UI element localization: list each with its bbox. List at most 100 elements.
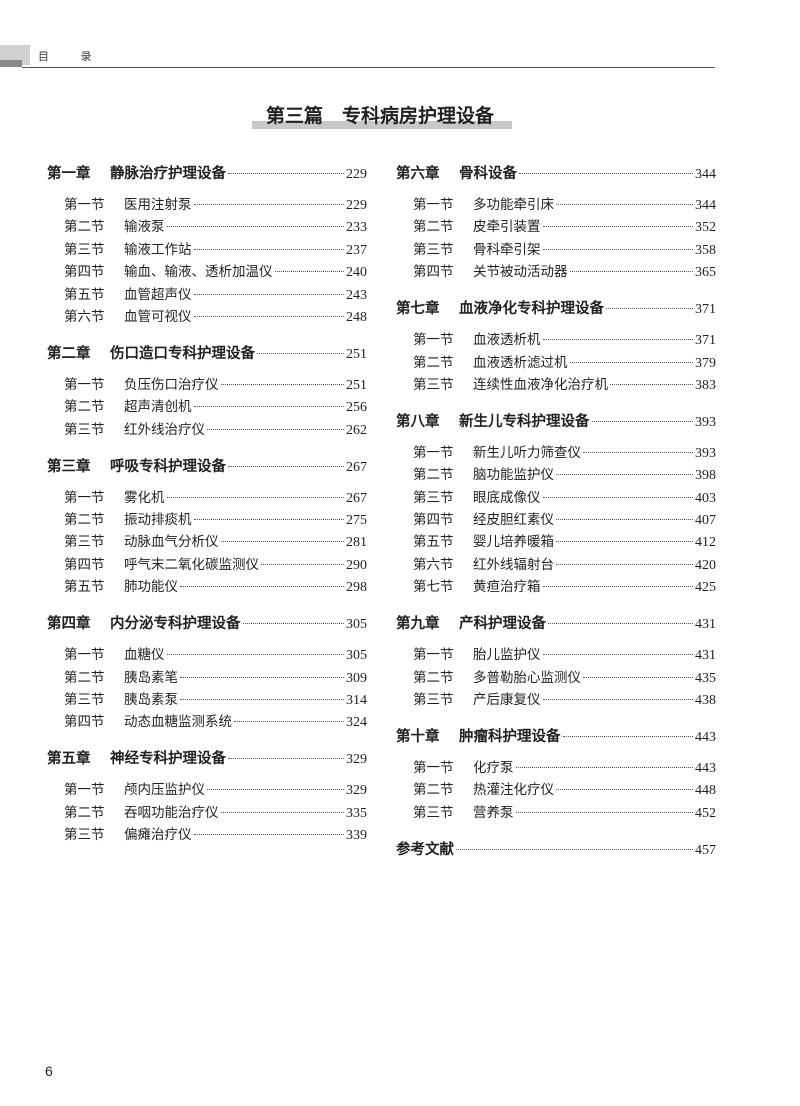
section-entry[interactable]: 第二节 吞咽功能治疗仪 335 (47, 802, 367, 824)
chapter-entry[interactable]: 第五章 神经专科护理设备 329 (47, 748, 367, 770)
section-entry[interactable]: 第二节 皮牵引装置 352 (396, 216, 716, 238)
entry-page: 256 (346, 400, 367, 416)
dot-leader (193, 203, 344, 205)
section-entry[interactable]: 第七节 黄疸治疗箱 425 (396, 576, 716, 598)
section-entry[interactable]: 第五节 血管超声仪 243 (47, 284, 367, 306)
section-entry[interactable]: 第二节 血液透析滤过机 379 (396, 352, 716, 374)
entry-label: 第一节 (64, 489, 105, 506)
section-entry[interactable]: 第一节 多功能牵引床 344 (396, 194, 716, 216)
entry-page: 407 (695, 513, 716, 529)
entry-title: 关节被动活动器 (473, 264, 568, 281)
chapter-entry[interactable]: 第四章 内分泌专科护理设备 305 (47, 613, 367, 635)
chapter-entry[interactable]: 第八章 新生儿专科护理设备 393 (396, 411, 716, 433)
section-entry[interactable]: 第二节 振动排痰机 275 (47, 509, 367, 531)
section-entry[interactable]: 第三节 偏瘫治疗仪 339 (47, 824, 367, 846)
section-entry[interactable]: 第六节 血管可视仪 248 (47, 306, 367, 328)
entry-label: 第三节 (413, 691, 454, 708)
section-entry[interactable]: 第二节 输液泵 233 (47, 216, 367, 238)
chapter-entry[interactable]: 第三章 呼吸专科护理设备 267 (47, 456, 367, 478)
dot-leader (583, 676, 693, 678)
section-entry[interactable]: 第三节 产后康复仪 438 (396, 689, 716, 711)
section-entry[interactable]: 第一节 化疗泵 443 (396, 757, 716, 779)
section-entry[interactable]: 第二节 多普勒胎心监测仪 435 (396, 667, 716, 689)
dot-leader (228, 758, 344, 760)
entry-page: 431 (695, 648, 716, 664)
entry-title: 骨科牵引架 (473, 241, 541, 258)
dot-leader (591, 420, 693, 422)
entry-label: 第一节 (413, 647, 454, 664)
section-entry[interactable]: 第一节 医用注射泵 229 (47, 194, 367, 216)
section-entry[interactable]: 第一节 颅内压监护仪 329 (47, 779, 367, 801)
dot-leader (542, 586, 693, 588)
section-entry[interactable]: 第三节 连续性血液净化治疗机 383 (396, 374, 716, 396)
section-entry[interactable]: 第三节 胰岛素泵 314 (47, 689, 367, 711)
section-entry[interactable]: 第一节 新生儿听力筛查仪 393 (396, 442, 716, 464)
chapter-entry[interactable]: 第七章 血液净化专科护理设备 371 (396, 298, 716, 320)
entry-title: 婴儿培养暖箱 (473, 534, 554, 551)
section-entry[interactable]: 第二节 脑功能监护仪 398 (396, 464, 716, 486)
entry-title: 红外线辐射台 (473, 556, 554, 573)
section-entry[interactable]: 第三节 动脉血气分析仪 281 (47, 531, 367, 553)
entry-page: 329 (346, 752, 367, 768)
section-entry[interactable]: 第四节 输血、输液、透析加温仪 240 (47, 261, 367, 283)
toc-left-column: 第一章 静脉治疗护理设备 229 第一节 医用注射泵 229 第二节 输液泵 233 第三节 输液工… (47, 163, 367, 847)
section-entry[interactable]: 第二节 超声清创机 256 (47, 396, 367, 418)
chapter-entry[interactable]: 第二章 伤口造口专科护理设备 251 (47, 343, 367, 365)
dot-leader (556, 541, 693, 543)
part-title: 第三篇 专科病房护理设备 (265, 105, 494, 127)
entry-page: 251 (346, 377, 367, 393)
section-entry[interactable]: 第三节 眼底成像仪 403 (396, 487, 716, 509)
section-entry[interactable]: 第二节 热灌注化疗仪 448 (396, 779, 716, 801)
dot-leader (193, 248, 344, 250)
section-entry[interactable]: 第五节 婴儿培养暖箱 412 (396, 531, 716, 553)
section-entry[interactable]: 第一节 胎儿监护仪 431 (396, 644, 716, 666)
entry-label: 第一节 (413, 332, 454, 349)
section-entry[interactable]: 第一节 负压伤口治疗仪 251 (47, 374, 367, 396)
dot-leader (610, 383, 693, 385)
section-entry[interactable]: 第三节 营养泵 452 (396, 802, 716, 824)
section-entry[interactable]: 第三节 骨科牵引架 358 (396, 239, 716, 261)
dot-leader (556, 474, 693, 476)
entry-title: 产后康复仪 (473, 691, 541, 708)
references-entry[interactable]: 参考文献 457 (396, 839, 716, 861)
dot-leader (556, 789, 693, 791)
section-entry[interactable]: 第三节 输液工作站 237 (47, 239, 367, 261)
entry-label: 第四节 (64, 714, 105, 731)
section-entry[interactable]: 第四节 关节被动活动器 365 (396, 261, 716, 283)
section-entry[interactable]: 第四节 经皮胆红素仪 407 (396, 509, 716, 531)
dot-leader (180, 676, 344, 678)
entry-label: 第二节 (413, 669, 454, 686)
section-entry[interactable]: 第三节 红外线治疗仪 262 (47, 419, 367, 441)
section-entry[interactable]: 第四节 动态血糖监测系统 324 (47, 711, 367, 733)
dot-leader (542, 496, 693, 498)
dot-leader (193, 406, 344, 408)
dot-leader (220, 383, 344, 385)
entry-page: 425 (695, 580, 716, 596)
entry-label: 第四节 (64, 556, 105, 573)
entry-page: 431 (695, 617, 716, 633)
entry-title: 黄疸治疗箱 (473, 579, 541, 596)
chapter-entry[interactable]: 第六章 骨科设备 344 (396, 163, 716, 185)
dot-leader (228, 465, 344, 467)
dot-leader (166, 654, 344, 656)
entry-label: 第三节 (64, 534, 105, 551)
section-entry[interactable]: 第一节 血液透析机 371 (396, 329, 716, 351)
section-entry[interactable]: 第二节 胰岛素笔 309 (47, 667, 367, 689)
entry-title: 输血、输液、透析加温仪 (124, 264, 273, 281)
chapter-entry[interactable]: 第一章 静脉治疗护理设备 229 (47, 163, 367, 185)
section-entry[interactable]: 第六节 红外线辐射台 420 (396, 554, 716, 576)
entry-label: 第一节 (413, 196, 454, 213)
section-entry[interactable]: 第五节 肺功能仪 298 (47, 576, 367, 598)
chapter-entry[interactable]: 第九章 产科护理设备 431 (396, 613, 716, 635)
dot-leader (456, 848, 693, 850)
entry-page: 309 (346, 670, 367, 686)
section-entry[interactable]: 第一节 血糖仪 305 (47, 644, 367, 666)
entry-title: 肺功能仪 (124, 579, 178, 596)
section-entry[interactable]: 第四节 呼气末二氧化碳监测仪 290 (47, 554, 367, 576)
references-title: 参考文献 (396, 841, 454, 858)
chapter-entry[interactable]: 第十章 肿瘤科护理设备 443 (396, 726, 716, 748)
section-entry[interactable]: 第一节 雾化机 267 (47, 487, 367, 509)
entry-page: 403 (695, 490, 716, 506)
dot-leader (556, 203, 693, 205)
entry-label: 第四节 (64, 264, 105, 281)
